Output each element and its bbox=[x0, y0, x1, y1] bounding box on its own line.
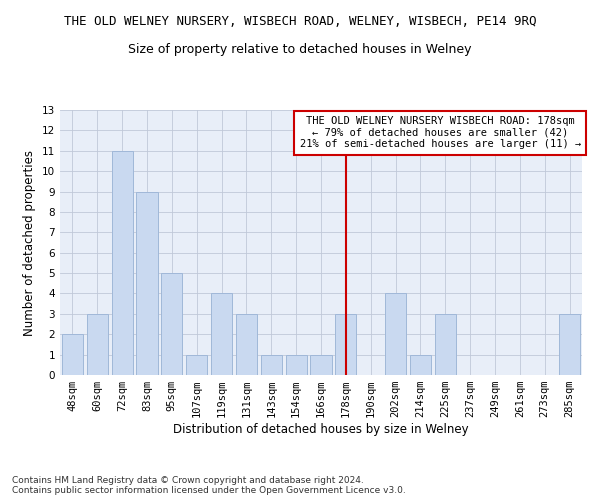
X-axis label: Distribution of detached houses by size in Welney: Distribution of detached houses by size … bbox=[173, 423, 469, 436]
Bar bbox=[261, 354, 282, 375]
Bar bbox=[385, 294, 406, 375]
Bar bbox=[112, 151, 133, 375]
Text: Contains HM Land Registry data © Crown copyright and database right 2024.
Contai: Contains HM Land Registry data © Crown c… bbox=[12, 476, 406, 495]
Text: THE OLD WELNEY NURSERY, WISBECH ROAD, WELNEY, WISBECH, PE14 9RQ: THE OLD WELNEY NURSERY, WISBECH ROAD, WE… bbox=[64, 15, 536, 28]
Bar bbox=[310, 354, 332, 375]
Bar bbox=[136, 192, 158, 375]
Bar bbox=[161, 273, 182, 375]
Bar bbox=[211, 294, 232, 375]
Bar bbox=[87, 314, 108, 375]
Text: THE OLD WELNEY NURSERY WISBECH ROAD: 178sqm
← 79% of detached houses are smaller: THE OLD WELNEY NURSERY WISBECH ROAD: 178… bbox=[299, 116, 581, 150]
Bar bbox=[286, 354, 307, 375]
Bar bbox=[62, 334, 83, 375]
Bar bbox=[236, 314, 257, 375]
Bar bbox=[186, 354, 207, 375]
Text: Size of property relative to detached houses in Welney: Size of property relative to detached ho… bbox=[128, 42, 472, 56]
Bar bbox=[335, 314, 356, 375]
Y-axis label: Number of detached properties: Number of detached properties bbox=[23, 150, 37, 336]
Bar bbox=[559, 314, 580, 375]
Bar bbox=[435, 314, 456, 375]
Bar bbox=[410, 354, 431, 375]
